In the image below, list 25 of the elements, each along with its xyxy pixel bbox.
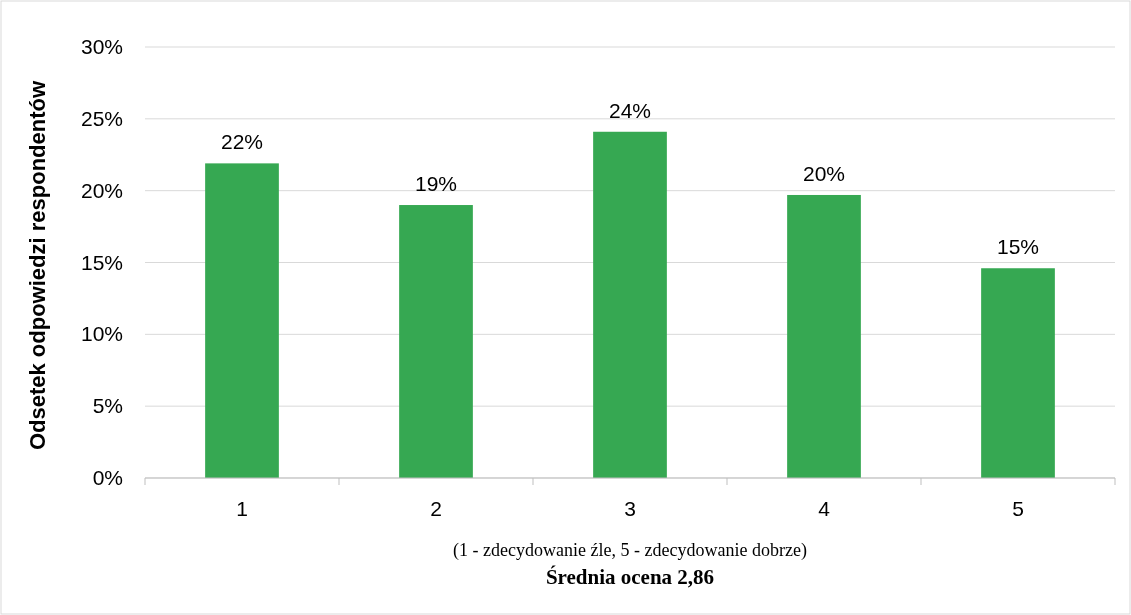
bar (399, 205, 473, 478)
data-label: 20% (802, 161, 846, 185)
data-label: 24% (608, 98, 652, 122)
y-tick-label: 25% (80, 106, 123, 130)
x-axis-title: (1 - zdecydowanie źle, 5 - zdecydowanie dobrze) (453, 540, 807, 561)
x-tick-label: 2 (430, 497, 442, 520)
y-tick-label: 0% (92, 466, 123, 489)
bar (593, 131, 667, 478)
x-tick-label: 5 (1012, 497, 1024, 520)
bar (205, 163, 279, 478)
x-tick-label: 3 (624, 497, 636, 520)
bar (981, 268, 1055, 478)
data-label: 19% (414, 172, 458, 196)
y-axis-title: Odsetek odpowiedzi respondentów (25, 80, 50, 451)
data-label: 22% (220, 130, 264, 154)
y-tick-label: 20% (80, 178, 123, 202)
y-tick-label: 5% (92, 394, 123, 418)
data-label: 15% (996, 235, 1040, 259)
y-tick-label: 10% (80, 322, 123, 346)
text: Średnia ocena 2,86 (545, 565, 715, 589)
x-tick-label: 1 (236, 497, 248, 520)
y-tick-label: 30% (80, 35, 123, 58)
x-tick-label: 4 (818, 497, 831, 520)
y-tick-label: 15% (80, 250, 123, 274)
bar (787, 194, 861, 478)
